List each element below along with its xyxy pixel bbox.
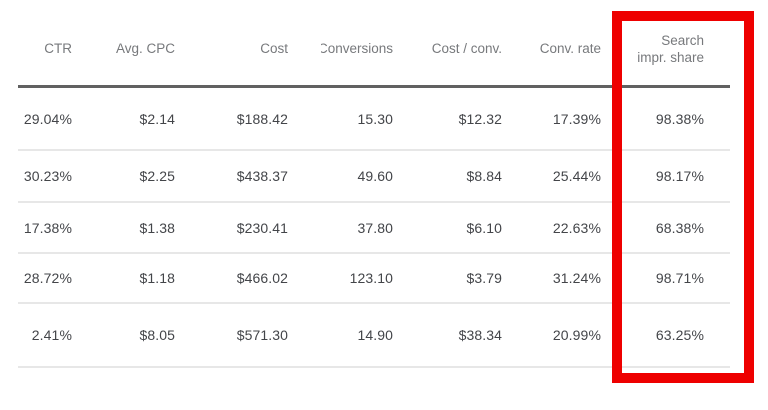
cell-conv-rate: 17.39%	[552, 110, 601, 127]
column-header-avg-cpc[interactable]: Avg. CPC	[115, 41, 175, 56]
column-header-cost-per-conv[interactable]: Cost / conv.	[431, 41, 502, 56]
cell-conv-rate: 31.24%	[552, 270, 601, 286]
cell-cost: $571.30	[236, 327, 288, 343]
cell-conv-rate: 25.44%	[552, 168, 601, 184]
cell-ctr: 2.41%	[31, 327, 72, 343]
table-row: 30.23% $2.25 $438.37 49.60 $8.84 25.44% …	[18, 151, 730, 203]
cell-cost-per-conv: $38.34	[458, 327, 502, 343]
cell-cost: $466.02	[236, 270, 288, 286]
cell-avg-cpc: $1.38	[139, 219, 175, 236]
cell-ctr: 30.23%	[23, 168, 72, 184]
metrics-table: CTR Avg. CPC Cost Conversions Cost / con…	[18, 0, 730, 368]
cell-search-impr-share: 98.71%	[655, 270, 704, 286]
cell-cost: $230.41	[236, 219, 288, 236]
cell-cost-per-conv: $12.32	[458, 110, 502, 127]
cell-conversions: 37.80	[357, 219, 393, 236]
cell-ctr: 28.72%	[23, 270, 72, 286]
cell-cost: $188.42	[236, 110, 288, 127]
cell-avg-cpc: $8.05	[139, 327, 175, 343]
cell-search-impr-share: 68.38%	[655, 219, 704, 236]
column-header-conversions[interactable]: Conversions	[288, 41, 393, 56]
cell-conversions: 49.60	[357, 168, 393, 184]
cell-conversions: 123.10	[349, 270, 393, 286]
table-row: 28.72% $1.18 $466.02 123.10 $3.79 31.24%…	[18, 254, 730, 304]
table-row: 29.04% $2.14 $188.42 15.30 $12.32 17.39%…	[18, 88, 730, 151]
column-header-search-impr-share-line2: impr. share	[637, 49, 704, 65]
cell-conv-rate: 22.63%	[552, 219, 601, 236]
cell-conversions: 14.90	[357, 327, 393, 343]
cell-ctr: 17.38%	[23, 219, 72, 236]
column-header-search-impr-share-line1: Search	[661, 32, 704, 48]
cell-search-impr-share: 98.38%	[655, 110, 704, 127]
cell-ctr: 29.04%	[23, 110, 72, 127]
cell-cost-per-conv: $6.10	[466, 219, 502, 236]
cell-avg-cpc: $2.25	[139, 168, 175, 184]
cell-avg-cpc: $2.14	[139, 110, 175, 127]
cell-cost-per-conv: $3.79	[466, 270, 502, 286]
cell-conversions: 15.30	[357, 110, 393, 127]
table-header-row: CTR Avg. CPC Cost Conversions Cost / con…	[18, 0, 730, 88]
cell-cost: $438.37	[236, 168, 288, 184]
cell-conv-rate: 20.99%	[552, 327, 601, 343]
table-row: 2.41% $8.05 $571.30 14.90 $38.34 20.99% …	[18, 304, 730, 368]
column-header-conv-rate[interactable]: Conv. rate	[539, 41, 601, 56]
cell-search-impr-share: 98.17%	[655, 168, 704, 184]
column-header-ctr[interactable]: CTR	[44, 41, 72, 56]
column-header-cost[interactable]: Cost	[260, 41, 288, 56]
column-header-conversions-label: Conversions	[321, 41, 393, 56]
column-header-search-impr-share[interactable]: Search impr. share	[601, 32, 704, 66]
table-row: 17.38% $1.38 $230.41 37.80 $6.10 22.63% …	[18, 203, 730, 254]
cell-cost-per-conv: $8.84	[466, 168, 502, 184]
cell-avg-cpc: $1.18	[139, 270, 175, 286]
cell-search-impr-share: 63.25%	[655, 327, 704, 343]
